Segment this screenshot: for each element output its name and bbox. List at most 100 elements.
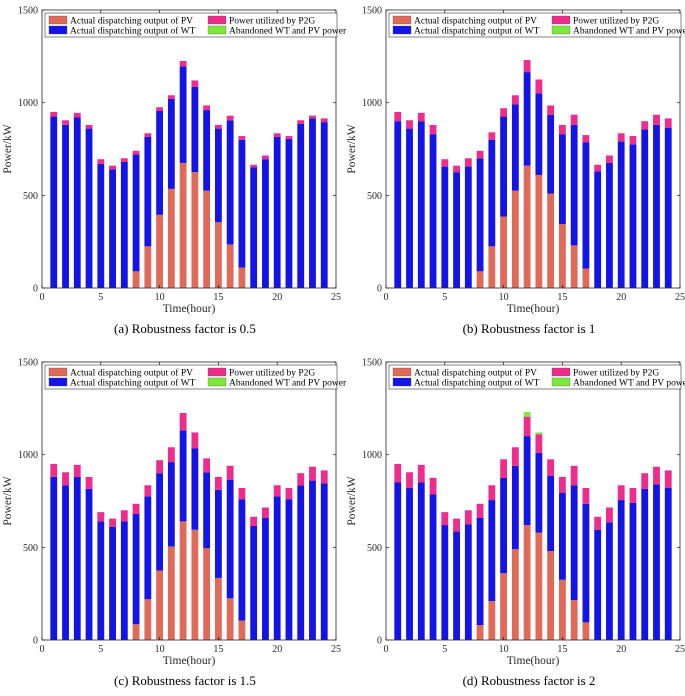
legend-swatch-3 bbox=[551, 377, 571, 387]
bar-segment-s1-h24 bbox=[320, 483, 328, 640]
legend-label-1: Actual dispatching output of WT bbox=[70, 26, 196, 37]
legend-swatch-0 bbox=[392, 15, 412, 25]
bar-segment-s0-h8 bbox=[476, 271, 484, 288]
bar-segment-s2-h13 bbox=[191, 80, 199, 87]
bar-segment-s1-h18 bbox=[594, 529, 602, 640]
bar-segment-s1-h7 bbox=[464, 166, 472, 288]
bar-segment-s2-h7 bbox=[120, 510, 128, 522]
bar-segment-s1-h10 bbox=[500, 477, 508, 574]
bar-segment-s2-h10 bbox=[500, 108, 508, 117]
bar-segment-s1-h10 bbox=[156, 111, 164, 215]
bar-segment-s2-h19 bbox=[262, 155, 269, 160]
bar-segment-s1-h23 bbox=[309, 480, 316, 640]
axes-box bbox=[41, 9, 337, 289]
bar-segment-s1-h24 bbox=[664, 488, 672, 640]
bar-segment-s2-h15 bbox=[214, 476, 222, 490]
bar-segment-s0-h10 bbox=[156, 214, 164, 288]
bar-segment-s1-h1 bbox=[50, 476, 58, 640]
bar-segment-s2-h24 bbox=[664, 118, 672, 128]
x-tick-label: 5 bbox=[442, 292, 447, 303]
bar-segment-s0-h16 bbox=[226, 598, 234, 640]
bar-segment-s2-h5 bbox=[97, 512, 105, 522]
bar-segment-s1-h5 bbox=[441, 166, 449, 288]
bar-segment-s1-h9 bbox=[144, 136, 152, 247]
bar-segment-s0-h9 bbox=[488, 246, 496, 288]
legend: Actual dispatching output of PV Power uti… bbox=[388, 12, 685, 38]
bar-segment-s1-h18 bbox=[250, 526, 258, 640]
bar-segment-s2-h18 bbox=[594, 516, 602, 530]
bar-segment-s0-h11 bbox=[511, 190, 519, 288]
bar-segment-s1-h20 bbox=[617, 141, 625, 288]
y-tick-label: 1500 bbox=[362, 358, 382, 369]
x-tick-label: 25 bbox=[331, 644, 341, 655]
bar-segment-s1-h23 bbox=[653, 484, 660, 640]
bar-segment-s1-h2 bbox=[406, 488, 413, 640]
legend-label-3: Abandoned WT and PV power bbox=[573, 379, 685, 389]
bar-segment-s0-h14 bbox=[547, 551, 555, 640]
x-tick-label: 0 bbox=[384, 292, 389, 303]
bar-segment-s2-h16 bbox=[226, 115, 234, 121]
bar-segment-s1-h14 bbox=[203, 110, 211, 191]
bar-segment-s1-h24 bbox=[320, 122, 328, 288]
legend-box bbox=[44, 12, 338, 38]
bar-segment-s1-h12 bbox=[179, 430, 187, 522]
y-tick-label: 1000 bbox=[362, 98, 382, 109]
legend-swatch-1 bbox=[48, 25, 68, 35]
chart-panel-3: 0 5 10 15 20 25 0 500 1000 1500 Time(hour) Power/kW… bbox=[346, 358, 685, 689]
bar-segment-s2-h22 bbox=[641, 121, 649, 130]
bar-segment-s1-h8 bbox=[476, 158, 484, 272]
bar-segment-s2-h5 bbox=[441, 159, 449, 167]
legend-label-1: Actual dispatching output of WT bbox=[414, 378, 540, 389]
bar-segment-s2-h13 bbox=[535, 79, 543, 94]
bar-segment-s1-h17 bbox=[582, 503, 590, 623]
bar-segment-s0-h12 bbox=[523, 525, 531, 640]
bar-segment-s2-h21 bbox=[285, 136, 293, 139]
bar-segment-s0-h11 bbox=[167, 546, 175, 640]
bar-segment-s1-h17 bbox=[238, 499, 246, 621]
y-axis-label: Power/kW bbox=[346, 124, 358, 173]
bar-segment-s2-h15 bbox=[558, 124, 566, 135]
y-tick-label: 500 bbox=[23, 191, 38, 202]
bar-segment-s2-h21 bbox=[285, 488, 293, 500]
bar-segment-s1-h15 bbox=[214, 128, 222, 223]
bar-segment-s1-h22 bbox=[297, 123, 305, 288]
bar-segment-s1-h9 bbox=[488, 139, 496, 247]
y-tick-label: 1500 bbox=[18, 6, 38, 17]
legend-swatch-0 bbox=[48, 15, 68, 25]
bar-segment-s1-h4 bbox=[429, 494, 437, 640]
bar-segment-s1-h22 bbox=[641, 488, 649, 640]
bar-segment-s2-h18 bbox=[250, 164, 258, 168]
bar-segment-s2-h4 bbox=[85, 476, 93, 489]
bar-segment-s2-h9 bbox=[144, 485, 152, 497]
bar-segment-s2-h3 bbox=[417, 464, 425, 483]
bar-segment-s1-h11 bbox=[511, 465, 519, 550]
bar-segment-s0-h9 bbox=[488, 601, 496, 640]
bar-segment-s1-h17 bbox=[238, 139, 246, 268]
bar-segment-s2-h11 bbox=[167, 95, 175, 99]
bar-segment-s2-h12 bbox=[179, 60, 187, 67]
bar-segment-s1-h4 bbox=[429, 134, 437, 288]
bar-segment-s0-h8 bbox=[132, 624, 140, 640]
bar-segment-s1-h13 bbox=[191, 86, 199, 173]
x-axis-label: Time(hour) bbox=[507, 655, 560, 667]
bar-segment-s2-h10 bbox=[156, 107, 164, 112]
legend-label-3: Abandoned WT and PV power bbox=[573, 27, 685, 37]
bar-segment-s2-h16 bbox=[570, 465, 578, 486]
y-tick-label: 0 bbox=[377, 284, 382, 295]
y-tick-label: 1500 bbox=[362, 6, 382, 17]
x-tick-label: 0 bbox=[40, 292, 45, 303]
bar-segment-s2-h21 bbox=[629, 136, 637, 145]
bar-segment-s2-h8 bbox=[132, 503, 140, 514]
bar-segment-s2-h23 bbox=[653, 114, 660, 125]
x-tick-label: 15 bbox=[557, 644, 567, 655]
bar-segment-s1-h1 bbox=[394, 121, 402, 288]
legend-label-0: Actual dispatching output of PV bbox=[414, 16, 537, 27]
bar-segment-s2-h22 bbox=[641, 473, 649, 489]
x-tick-label: 15 bbox=[213, 644, 223, 655]
bar-segment-s2-h9 bbox=[488, 132, 496, 140]
x-tick-label: 15 bbox=[557, 292, 567, 303]
axes-box bbox=[385, 9, 681, 289]
bar-segment-s2-h18 bbox=[594, 164, 602, 172]
bar-segment-s1-h3 bbox=[73, 117, 81, 289]
y-tick-label: 0 bbox=[33, 636, 38, 647]
